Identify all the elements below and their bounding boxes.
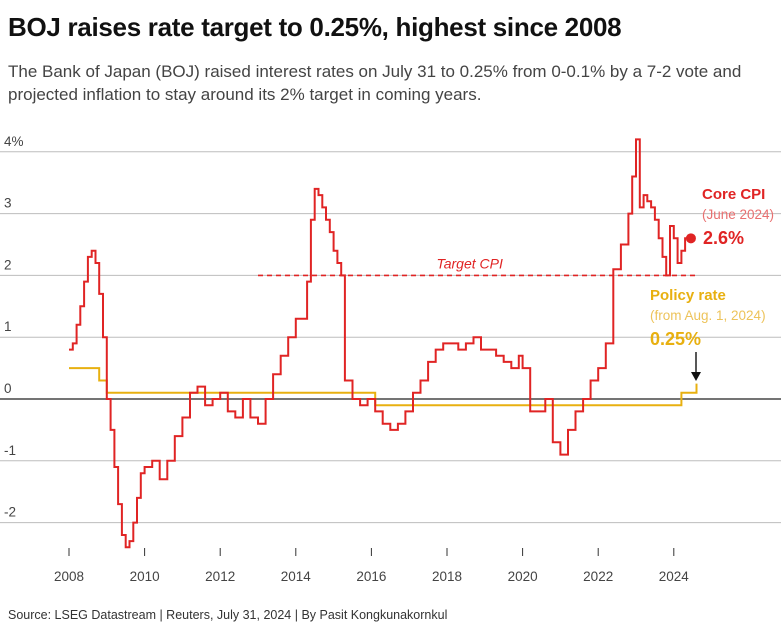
- x-tick-label: 2012: [205, 569, 235, 584]
- y-tick-label: -1: [4, 443, 16, 458]
- annotations: Target CPI Core CPI (June 2024) 2.6% Policy …: [258, 186, 774, 381]
- core-cpi-line: [69, 138, 689, 549]
- y-tick-label: 3: [4, 196, 12, 211]
- chart-title: BOJ raises rate target to 0.25%, highest…: [8, 12, 622, 42]
- y-tick-label: 0: [4, 381, 12, 396]
- x-tick-label: 2020: [508, 569, 538, 584]
- y-tick-label: 2: [4, 257, 12, 272]
- grid-lines: [0, 151, 781, 524]
- x-tick-label: 2008: [54, 569, 84, 584]
- axis-labels: 4% 3 2 1 0 -1 -2 2008 2010 2012 2014 2016 2018 2020 20…: [4, 134, 689, 584]
- policy-rate-series-label: Policy rate: [650, 287, 726, 304]
- x-tick-label: 2014: [281, 569, 312, 584]
- core-cpi-series-label: Core CPI: [702, 186, 765, 203]
- policy-rate-line: [69, 367, 698, 407]
- y-tick-label: -2: [4, 505, 16, 520]
- series-lines: [69, 138, 698, 549]
- policy-rate-sublabel: (from Aug. 1, 2024): [650, 308, 766, 323]
- x-tick-label: 2018: [432, 569, 462, 584]
- arrow-head: [691, 372, 701, 381]
- core-cpi-end-dot: [685, 233, 696, 244]
- chart-subtitle: The Bank of Japan (BOJ) raised interest …: [8, 62, 742, 104]
- source-note: Source: LSEG Datastream | Reuters, July …: [8, 608, 448, 622]
- core-cpi-sublabel: (June 2024): [702, 207, 774, 222]
- x-tick-label: 2022: [583, 569, 613, 584]
- x-tick-label: 2016: [356, 569, 386, 584]
- target-cpi-label: Target CPI: [436, 255, 503, 271]
- x-tick-label: 2010: [130, 569, 160, 584]
- core-cpi-value-label: 2.6%: [703, 228, 744, 248]
- policy-rate-value-label: 0.25%: [650, 329, 701, 349]
- y-tick-label: 4%: [4, 134, 24, 149]
- y-tick-label: 1: [4, 319, 12, 334]
- x-tick-label: 2024: [659, 569, 690, 584]
